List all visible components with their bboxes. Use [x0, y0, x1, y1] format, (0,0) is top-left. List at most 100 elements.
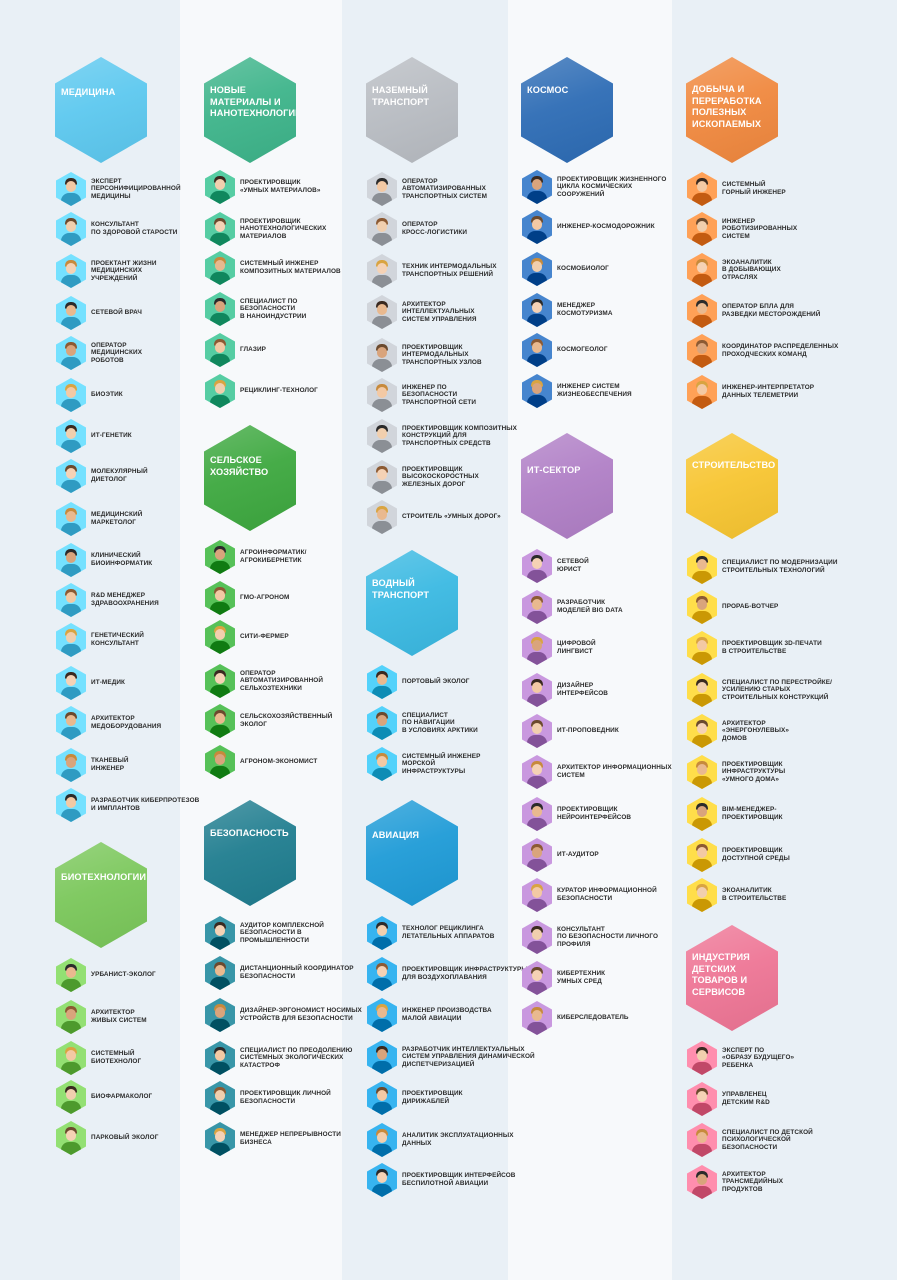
profession-item[interactable]: Проектировщик интермодальных транспортны… [367, 338, 482, 372]
profession-item[interactable]: Сельскохозяйственный эколог [205, 704, 332, 738]
profession-item[interactable]: Архитектор живых систем [56, 1000, 147, 1034]
profession-item[interactable]: Молекулярный диетолог [56, 459, 148, 493]
profession-item[interactable]: ИТ-медик [56, 666, 125, 700]
profession-item[interactable]: Космобиолог [522, 252, 609, 286]
profession-item[interactable]: Проектировщик интерфейсов беспилотной ав… [367, 1163, 516, 1197]
profession-item[interactable]: Специалист по детской психологической бе… [687, 1123, 813, 1157]
profession-item[interactable]: Инженер-интерпретатор данных телеметрии [687, 375, 814, 409]
profession-item[interactable]: Киберследователь [522, 1001, 629, 1035]
profession-item[interactable]: Проектировщик жизненного цикла космическ… [522, 170, 666, 204]
profession-item[interactable]: Архитектор интеллектуальных систем управ… [367, 295, 477, 329]
profession-item[interactable]: Системный инженер композитных материалов [205, 251, 341, 285]
profession-item[interactable]: Оператор кросс-логистики [367, 212, 467, 246]
profession-item[interactable]: Дизайнер-эргономист носимых устройств дл… [205, 998, 362, 1032]
profession-item[interactable]: Проектировщик нейроинтерфейсов [522, 797, 631, 831]
profession-item[interactable]: Системный горный инженер [687, 172, 786, 206]
avatar-body [527, 735, 547, 748]
profession-item[interactable]: Рециклинг-технолог [205, 374, 318, 408]
profession-item[interactable]: Инженер систем жизнеобеспечения [522, 374, 632, 408]
profession-item[interactable]: Клинический биоинформатик [56, 543, 152, 577]
profession-item[interactable]: Специалист по модернизации строительных … [687, 550, 838, 584]
profession-avatar-icon [687, 172, 717, 206]
profession-item[interactable]: R&D менеджер здравоохранения [56, 583, 159, 617]
profession-item[interactable]: Инженер-космодорожник [522, 210, 655, 244]
profession-item[interactable]: Проектировщик 3D-печати в строительстве [687, 631, 822, 665]
profession-item[interactable]: Разработчик интеллектуальных систем упра… [367, 1040, 535, 1074]
profession-item[interactable]: Кибертехник умных сред [522, 961, 605, 995]
profession-item[interactable]: Инженер по безопасности транспортной сет… [367, 378, 476, 412]
profession-item[interactable]: Инженер производства малой авиации [367, 998, 492, 1032]
profession-item[interactable]: Агроном-экономист [205, 745, 317, 779]
profession-item[interactable]: Проектировщик нанотехнологических матери… [205, 212, 326, 246]
profession-label: Агроинформатик/ агрокибернетик [240, 549, 307, 564]
profession-item[interactable]: BIM-менеджер- проектировщик [687, 797, 783, 831]
profession-item[interactable]: Прораб-вотчер [687, 590, 778, 624]
profession-item[interactable]: Оператор автоматизированных транспортных… [367, 172, 487, 206]
profession-item[interactable]: Космогеолог [522, 333, 608, 367]
profession-item[interactable]: ГМО-агроном [205, 581, 289, 615]
profession-item[interactable]: Консультант по здоровой старости [56, 212, 177, 246]
profession-item[interactable]: Портовый эколог [367, 665, 470, 699]
profession-item[interactable]: Разработчик киберпротезов и имплантов [56, 788, 199, 822]
profession-item[interactable]: Архитектор «энергонулевых» домов [687, 714, 789, 748]
profession-item[interactable]: Куратор информационной безопасности [522, 878, 657, 912]
profession-item[interactable]: Аналитик эксплуатационных данных [367, 1123, 514, 1157]
profession-item[interactable]: Проектировщик «умных материалов» [205, 170, 321, 204]
profession-item[interactable]: Проектировщик композитных конструкций дл… [367, 419, 517, 453]
profession-item[interactable]: Специалист по навигации в условиях Аркти… [367, 706, 478, 740]
profession-item[interactable]: Агроинформатик/ агрокибернетик [205, 540, 307, 574]
profession-item[interactable]: Специалист по перестройке/ усилению стар… [687, 673, 832, 707]
profession-item[interactable]: Координатор распределенных проходческих … [687, 334, 838, 368]
profession-item[interactable]: Системный биотехнолог [56, 1041, 141, 1075]
profession-item[interactable]: Эксперт персонифицированной медицины [56, 172, 181, 206]
profession-item[interactable]: Разработчик моделей Big Data [522, 590, 623, 624]
profession-item[interactable]: Сетевой юрист [522, 549, 589, 583]
profession-item[interactable]: Менеджер непрерывности бизнеса [205, 1122, 341, 1156]
profession-item[interactable]: Парковый эколог [56, 1121, 158, 1155]
profession-item[interactable]: Дистанционный координатор безопасности [205, 956, 354, 990]
profession-item[interactable]: ИТ-аудитор [522, 838, 599, 872]
profession-item[interactable]: Глазир [205, 333, 266, 367]
profession-item[interactable]: Биофармаколог [56, 1080, 153, 1114]
profession-item[interactable]: Сити-фермер [205, 620, 289, 654]
profession-item[interactable]: Специалист по преодолению системных экол… [205, 1041, 352, 1075]
profession-item[interactable]: Аудитор комплексной безопасности в промы… [205, 916, 324, 950]
profession-item[interactable]: Эксперт по «образу будущего» ребенка [687, 1041, 794, 1075]
profession-label: Биофармаколог [91, 1093, 153, 1101]
profession-item[interactable]: Архитектор трансмедийных продуктов [687, 1165, 783, 1199]
profession-item[interactable]: Оператор медицинских роботов [56, 336, 142, 370]
profession-item[interactable]: Системный инженер морской инфраструктуры [367, 747, 480, 781]
profession-item[interactable]: Проектировщик доступной среды [687, 838, 790, 872]
profession-item[interactable]: Проектировщик инфраструктуры для воздухо… [367, 957, 528, 991]
profession-item[interactable]: Медицинский маркетолог [56, 502, 142, 536]
profession-item[interactable]: Консультант по безопасности личного проф… [522, 920, 658, 954]
profession-item[interactable]: Проектант жизни медицинских учреждений [56, 254, 157, 288]
profession-item[interactable]: Проектировщик дирижаблей [367, 1081, 463, 1115]
profession-item[interactable]: Технолог рециклинга летательных аппарато… [367, 916, 494, 950]
profession-item[interactable]: Менеджер космотуризма [522, 293, 613, 327]
profession-item[interactable]: ИТ-проповедник [522, 714, 619, 748]
profession-item[interactable]: Оператор БПЛА для разведки месторождений [687, 294, 820, 328]
profession-item[interactable]: Специалист по безопасности в наноиндустр… [205, 292, 306, 326]
profession-item[interactable]: Проектировщик инфраструктуры «умного дом… [687, 755, 785, 789]
profession-item[interactable]: Техник интермодальных транспортных решен… [367, 254, 497, 288]
profession-item[interactable]: Биоэтик [56, 378, 123, 412]
profession-item[interactable]: Цифровой лингвист [522, 631, 596, 665]
profession-item[interactable]: Экоаналитик в строительстве [687, 878, 786, 912]
profession-item[interactable]: Инженер роботизированных систем [687, 212, 797, 246]
profession-item[interactable]: Строитель «умных дорог» [367, 500, 501, 534]
profession-item[interactable]: Экоаналитик в добывающих отраслях [687, 253, 781, 287]
profession-item[interactable]: Сетевой врач [56, 296, 142, 330]
profession-item[interactable]: Управленец детским R&D [687, 1082, 770, 1116]
profession-item[interactable]: Оператор автоматизированной сельхозтехни… [205, 664, 323, 698]
avatar-head [697, 1091, 707, 1102]
profession-item[interactable]: Тканевый инженер [56, 748, 129, 782]
profession-item[interactable]: Урбанист-эколог [56, 958, 156, 992]
profession-item[interactable]: Архитектор информационных систем [522, 755, 672, 789]
profession-item[interactable]: Проектировщик высокоскоростных железных … [367, 460, 479, 494]
profession-item[interactable]: Архитектор медоборудования [56, 706, 161, 740]
profession-item[interactable]: Проектировщик личной безопасности [205, 1081, 331, 1115]
profession-item[interactable]: ИТ-генетик [56, 419, 132, 453]
profession-item[interactable]: Генетический консультант [56, 623, 144, 657]
profession-item[interactable]: Дизайнер интерфейсов [522, 673, 608, 707]
